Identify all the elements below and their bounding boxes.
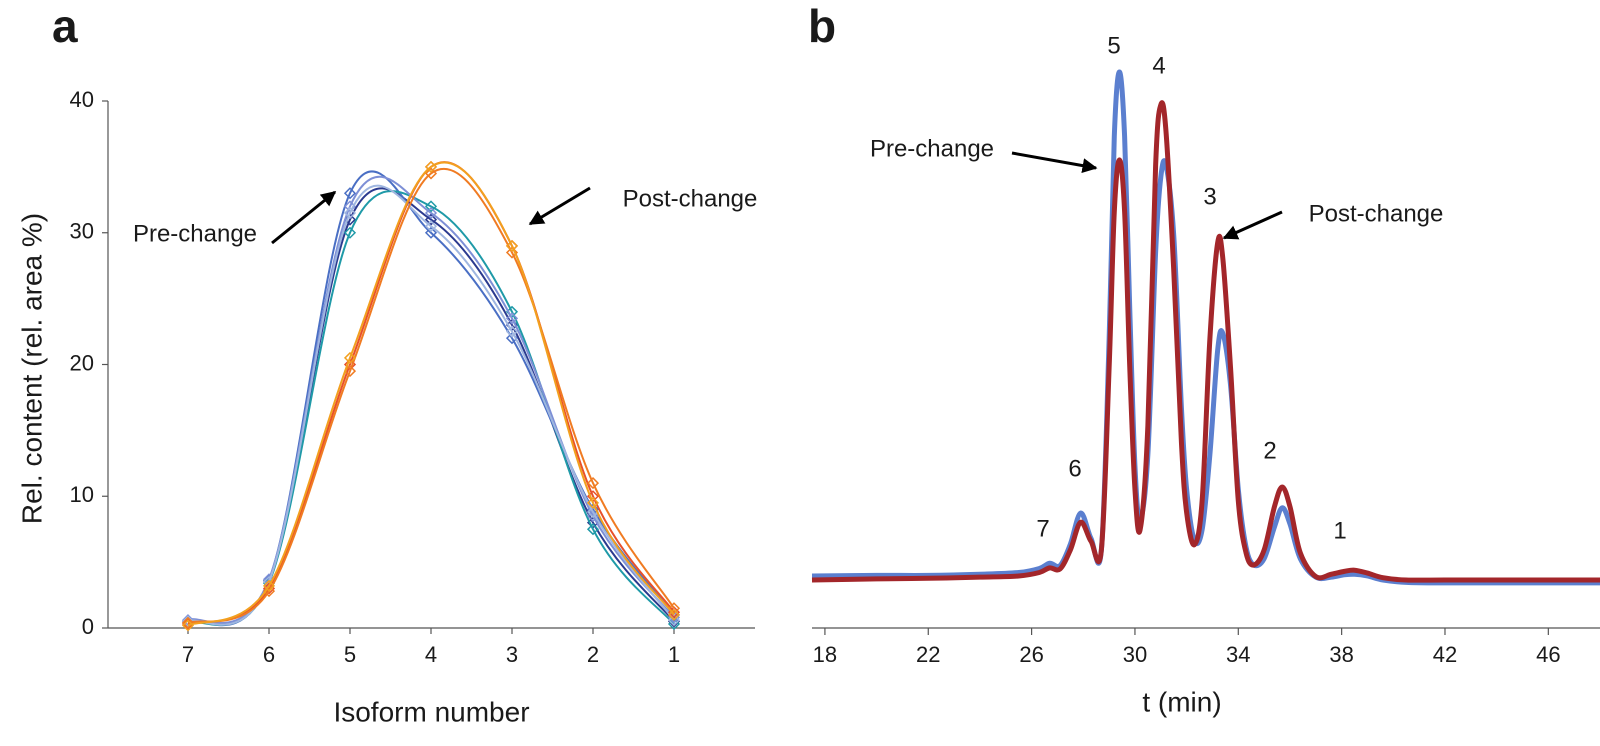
y-tick-label: 10 bbox=[70, 482, 94, 507]
series-line bbox=[187, 175, 675, 624]
marker bbox=[505, 239, 519, 252]
peak-label: 7 bbox=[1036, 515, 1049, 542]
annotation: Pre-change bbox=[870, 135, 994, 162]
marker bbox=[505, 325, 519, 338]
series-line bbox=[187, 190, 675, 626]
x-tick-label: 22 bbox=[916, 642, 940, 667]
x-tick-label: 3 bbox=[506, 642, 518, 667]
marker bbox=[424, 160, 438, 173]
marker bbox=[424, 220, 438, 233]
arrow bbox=[1222, 210, 1283, 240]
marker bbox=[586, 477, 600, 490]
peak-label: 6 bbox=[1068, 455, 1081, 482]
marker bbox=[424, 213, 438, 226]
peak-label: 3 bbox=[1203, 183, 1216, 210]
y-tick-label: 20 bbox=[70, 350, 94, 375]
arrow bbox=[271, 190, 337, 245]
marker bbox=[667, 608, 681, 621]
marker bbox=[424, 226, 438, 239]
x-axis-title: Isoform number bbox=[333, 696, 529, 727]
x-tick-label: 4 bbox=[425, 642, 437, 667]
y-tick-label: 30 bbox=[70, 219, 94, 244]
marker bbox=[505, 312, 519, 325]
x-tick-label: 34 bbox=[1226, 642, 1250, 667]
panel-label: b bbox=[808, 0, 836, 52]
series-line bbox=[187, 161, 675, 627]
marker bbox=[586, 496, 600, 509]
annotation: Post-change bbox=[623, 185, 758, 212]
series-line bbox=[811, 100, 1600, 583]
marker bbox=[343, 226, 357, 239]
y-axis-title: Rel. content (rel. area %) bbox=[16, 213, 47, 524]
marker bbox=[586, 523, 600, 536]
marker bbox=[343, 206, 357, 220]
series-line bbox=[187, 187, 675, 626]
x-tick-label: 7 bbox=[182, 642, 194, 667]
x-tick-label: 6 bbox=[263, 642, 275, 667]
x-tick-label: 46 bbox=[1536, 642, 1560, 667]
x-axis-title: t (min) bbox=[1142, 686, 1221, 717]
x-tick-label: 30 bbox=[1123, 642, 1147, 667]
marker bbox=[424, 200, 438, 213]
marker bbox=[262, 579, 276, 592]
arrow bbox=[1011, 151, 1098, 174]
marker bbox=[667, 614, 681, 627]
x-tick-label: 38 bbox=[1329, 642, 1353, 667]
y-tick-label: 40 bbox=[70, 87, 94, 112]
peak-label: 1 bbox=[1333, 517, 1346, 544]
x-tick-label: 2 bbox=[587, 642, 599, 667]
panel-label: a bbox=[52, 0, 78, 52]
x-tick-label: 42 bbox=[1433, 642, 1457, 667]
peak-label: 5 bbox=[1107, 32, 1120, 59]
peak-label: 4 bbox=[1152, 52, 1165, 79]
x-tick-label: 26 bbox=[1019, 642, 1043, 667]
marker bbox=[424, 167, 438, 180]
peak-label: 2 bbox=[1263, 437, 1276, 464]
panel-a: a 0 10 20 30 40 7 6 5 4 3 2 1 Isoform number Rel. cont… bbox=[16, 0, 757, 727]
series-line bbox=[187, 167, 675, 624]
marker bbox=[181, 615, 195, 628]
series-line bbox=[187, 184, 675, 626]
marker bbox=[181, 616, 195, 629]
annotation: Post-change bbox=[1309, 200, 1444, 227]
y-tick-label: 0 bbox=[82, 614, 94, 639]
annotation: Pre-change bbox=[133, 220, 257, 247]
marker bbox=[343, 351, 357, 364]
x-tick-label: 1 bbox=[668, 642, 680, 667]
panel-b: b18 22 26 30 34 38 42 46t (min)Pre-changePost-c… bbox=[808, 0, 1600, 717]
marker bbox=[424, 206, 438, 220]
x-tick-label: 18 bbox=[813, 642, 837, 667]
series-line bbox=[187, 170, 675, 627]
arrow bbox=[528, 186, 591, 226]
x-tick-label: 5 bbox=[344, 642, 356, 667]
marker bbox=[343, 187, 357, 200]
marker bbox=[181, 619, 195, 632]
